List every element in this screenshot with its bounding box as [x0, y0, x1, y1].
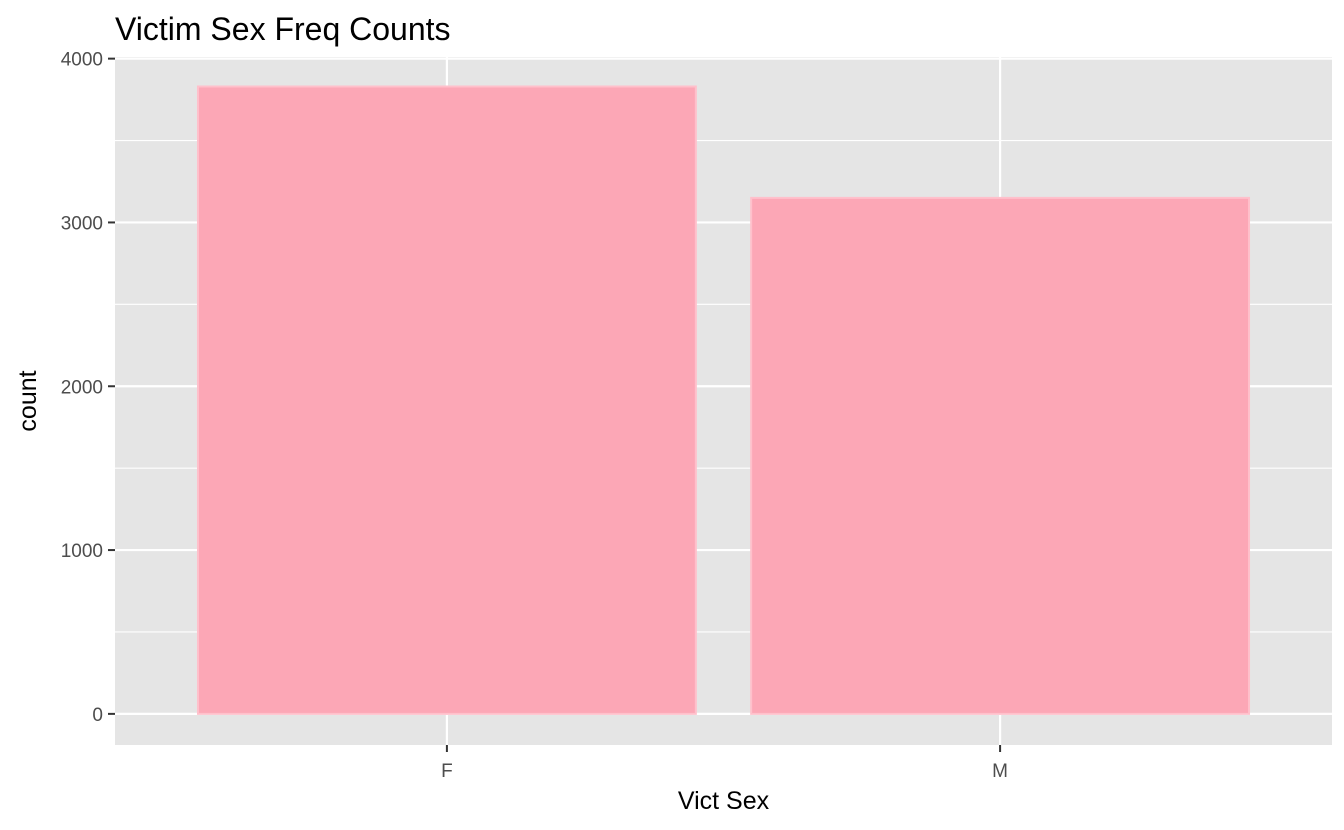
- y-tick-label: 1000: [61, 541, 103, 562]
- y-tick-label: 0: [92, 705, 103, 726]
- y-tick-label: 3000: [61, 213, 103, 234]
- x-axis-title: Vict Sex: [678, 787, 770, 815]
- chart-title: Victim Sex Freq Counts: [115, 11, 451, 47]
- y-axis: 0 1000 2000 3000 4000: [61, 50, 115, 726]
- bar-m: [750, 196, 1251, 715]
- bars: [196, 85, 1251, 715]
- y-tick-label: 2000: [61, 377, 103, 398]
- y-axis-title: count: [14, 370, 42, 431]
- x-tick-label: M: [992, 761, 1008, 782]
- y-tick-label: 4000: [61, 50, 103, 71]
- bar-f: [196, 85, 697, 715]
- x-tick-label: F: [441, 761, 453, 782]
